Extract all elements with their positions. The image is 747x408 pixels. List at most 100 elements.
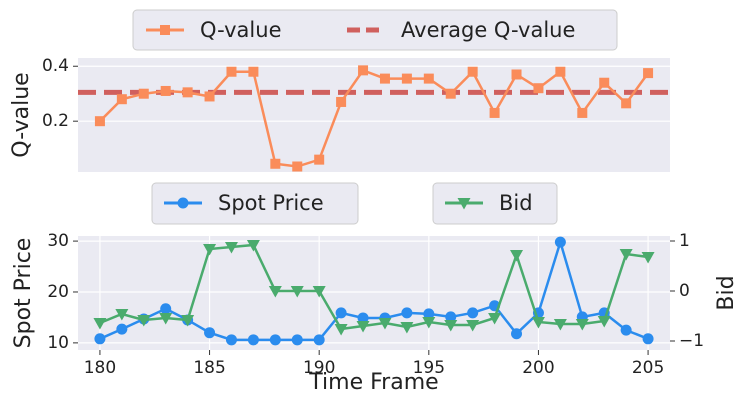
marker <box>291 334 303 346</box>
marker <box>401 73 412 84</box>
marker <box>116 94 127 105</box>
marker <box>489 107 500 118</box>
marker <box>204 91 215 102</box>
marker <box>177 197 189 209</box>
marker <box>621 98 632 109</box>
marker <box>554 236 566 248</box>
x-axis-label: Time Frame <box>308 370 438 395</box>
y-axis-label: Q-value <box>9 72 34 157</box>
marker <box>444 320 458 332</box>
marker <box>356 321 370 333</box>
marker <box>268 286 282 298</box>
marker <box>160 303 172 315</box>
plot-area <box>78 58 670 172</box>
marker <box>642 333 654 345</box>
marker <box>334 324 348 336</box>
marker <box>457 198 471 210</box>
marker <box>445 311 457 323</box>
y-tick-label: 20 <box>47 282 69 302</box>
marker <box>116 323 128 335</box>
legend <box>151 182 359 225</box>
y-tick-label: 10 <box>47 333 69 353</box>
marker <box>138 88 149 99</box>
marker <box>620 324 632 336</box>
marker <box>225 334 237 346</box>
marker <box>93 318 107 330</box>
marker <box>226 66 237 77</box>
marker <box>160 25 170 35</box>
y-tick-label: 30 <box>47 231 69 251</box>
marker <box>423 308 435 320</box>
marker <box>467 307 479 319</box>
legend-label: Spot Price <box>218 191 324 215</box>
marker <box>423 73 434 84</box>
marker <box>290 286 304 298</box>
marker <box>466 320 480 332</box>
marker <box>531 317 545 329</box>
y-axis-label: Spot Price <box>11 238 36 349</box>
x-tick-label: 195 <box>413 358 445 378</box>
marker <box>336 96 347 107</box>
marker <box>248 66 259 77</box>
marker <box>269 334 281 346</box>
marker <box>401 307 413 319</box>
marker <box>467 66 478 77</box>
marker <box>445 88 456 99</box>
marker <box>204 327 216 339</box>
marker <box>137 315 151 327</box>
x-tick-label: 205 <box>632 358 664 378</box>
y2-tick-label: 1 <box>679 231 690 251</box>
marker <box>641 252 655 264</box>
x-tick-label: 190 <box>303 358 335 378</box>
marker <box>533 83 544 94</box>
marker <box>358 65 369 76</box>
marker <box>488 313 502 325</box>
legend-label: Q-value <box>200 18 282 42</box>
marker <box>400 322 414 334</box>
marker <box>94 116 105 127</box>
legend <box>432 182 558 225</box>
marker <box>378 318 392 330</box>
marker <box>619 249 633 261</box>
marker <box>203 244 217 256</box>
legend-label: Bid <box>499 191 533 215</box>
marker <box>292 161 303 172</box>
y-tick-label: 0.2 <box>42 111 69 131</box>
marker <box>643 68 654 79</box>
marker <box>247 334 259 346</box>
x-tick-label: 200 <box>522 358 554 378</box>
marker <box>357 312 369 324</box>
marker <box>115 309 129 321</box>
marker <box>94 333 106 345</box>
marker <box>159 313 173 325</box>
x-tick-label: 180 <box>84 358 116 378</box>
x-tick-label: 185 <box>193 358 225 378</box>
marker <box>555 66 566 77</box>
marker <box>312 286 326 298</box>
marker <box>553 319 567 331</box>
marker <box>597 316 611 328</box>
marker <box>422 317 436 329</box>
marker <box>379 73 390 84</box>
marker <box>510 250 524 262</box>
marker <box>599 77 610 88</box>
marker <box>511 328 523 340</box>
marker <box>181 315 195 327</box>
marker <box>160 85 171 96</box>
marker <box>335 307 347 319</box>
marker <box>577 107 588 118</box>
marker <box>224 242 238 254</box>
marker <box>511 69 522 80</box>
y-tick-label: 0.4 <box>42 56 69 76</box>
plot-area <box>78 236 670 350</box>
y2-axis-label: Bid <box>714 275 739 310</box>
marker <box>314 154 325 165</box>
y2-tick-label: 0 <box>679 281 690 301</box>
marker <box>575 319 589 331</box>
marker <box>182 87 193 98</box>
marker <box>313 334 325 346</box>
y2-tick-label: −1 <box>679 331 704 351</box>
marker <box>270 158 281 169</box>
legend-label: Average Q-value <box>401 18 575 42</box>
